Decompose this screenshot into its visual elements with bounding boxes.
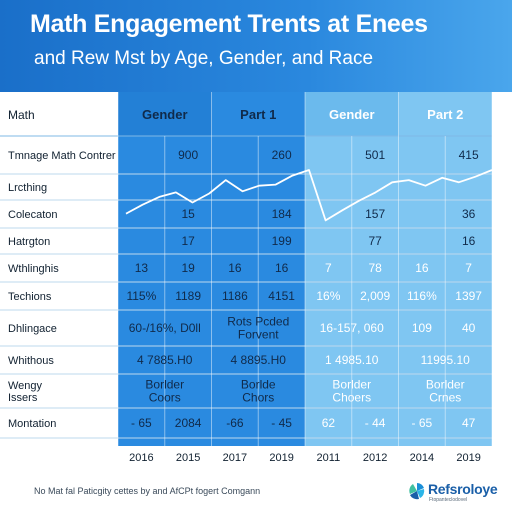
table-cell: 7 (325, 261, 332, 275)
table-cell: Rots Pcded Forvent (227, 315, 289, 342)
table-cell: Borlder Choers (332, 378, 371, 405)
table-cell: 109 (412, 321, 432, 335)
x-tick-label: 2015 (176, 452, 200, 464)
row-label: Hatrgton (8, 236, 50, 248)
table-cell: 13 (135, 261, 149, 275)
header-banner: Math Engagement Trents at Enees and Rew … (0, 0, 512, 92)
table-cell: 1 4985.10 (325, 353, 379, 367)
group-header: Gender (142, 107, 188, 122)
table-cell: 260 (272, 148, 292, 162)
row-label: Techions (8, 291, 52, 303)
table-cell: 15 (181, 207, 195, 221)
group-header: Gender (329, 107, 375, 122)
table-cell: 62 (322, 416, 336, 430)
group-header: Part 2 (427, 107, 463, 122)
table-cell: 78 (368, 261, 382, 275)
group-header: Part 1 (240, 107, 276, 122)
table-cell: 1189 (175, 289, 201, 303)
table-cell: Borlder Coors (145, 378, 184, 405)
table-cell: 16 (462, 234, 476, 248)
table-cell: 19 (181, 261, 195, 275)
row-label: Dhlingace (8, 323, 57, 335)
table-cell: - 65 (412, 416, 433, 430)
table-cell: 47 (462, 416, 476, 430)
logo-name: Refsroloye (428, 481, 498, 497)
header-cell-3 (305, 92, 399, 136)
row-label: Lrcthing (8, 182, 47, 194)
row-label: Colecaton (8, 209, 58, 221)
row-label: Tmnage Math Contrer (8, 150, 116, 162)
chart-title: Math Engagement Trents at Enees (30, 10, 428, 38)
table-cell: 16% (316, 289, 340, 303)
table-cell: 4151 (268, 289, 295, 303)
row-label: Wengy Issers (8, 380, 43, 404)
table-cell: - 44 (365, 416, 386, 430)
footer-note: No Mat fal Paticgity cettes by and AfCPt… (34, 486, 261, 496)
table-cell: 2084 (175, 416, 202, 430)
table-cell: 184 (272, 207, 292, 221)
table-cell: 16 (228, 261, 242, 275)
x-tick-label: 2019 (269, 452, 293, 464)
fan-logo-icon (409, 483, 425, 500)
table-cell: 17 (181, 234, 195, 248)
table-cell: 4 8895.H0 (231, 353, 287, 367)
table-cell: 2,009 (360, 289, 390, 303)
logo-tagline: Ftopanteclodovel (429, 497, 468, 503)
table-cell: 77 (368, 234, 382, 248)
table-cell: Borlde Chors (241, 378, 276, 405)
table-cell: 199 (272, 234, 292, 248)
table-cell: 16 (275, 261, 289, 275)
panel-part-1 (118, 92, 305, 446)
table-cell: 501 (365, 148, 385, 162)
x-tick-label: 2019 (456, 452, 480, 464)
table-cell: - 65 (131, 416, 152, 430)
table-cell: 116% (407, 289, 437, 303)
table-cell: -66 (226, 416, 244, 430)
row-label: Whithous (8, 355, 54, 367)
x-tick-label: 2011 (317, 452, 341, 464)
table-cell: 11995.10 (421, 353, 470, 367)
table-cell: 1186 (222, 289, 248, 303)
table-cell: 4 7885.H0 (137, 353, 193, 367)
trend-line (125, 169, 493, 222)
panel-part-2 (305, 92, 492, 446)
table-cell: 115% (126, 289, 156, 303)
x-tick-label: 2012 (363, 452, 387, 464)
table-cell: - 45 (271, 416, 292, 430)
corner-label: Math (8, 108, 35, 122)
table-cell: 60-/16%, D0ll (129, 321, 201, 335)
engagement-table-chart: Gender Part 1 Gender Part 2 Math Tmnage Math … (0, 92, 493, 464)
table-cell: 415 (459, 148, 479, 162)
table-cell: 1397 (455, 289, 482, 303)
chart-subtitle: and Rew Mst by Age, Gender, and Race (34, 48, 374, 69)
table-cell: 36 (462, 207, 476, 221)
header-cell-1 (118, 92, 212, 136)
table-cell: Borlder Crnes (426, 378, 465, 405)
x-tick-label: 2016 (129, 452, 153, 464)
table-cell: 157 (365, 207, 385, 221)
row-label: Montation (8, 418, 56, 430)
brand-logo: Refsroloye Ftopanteclodovel (408, 480, 508, 506)
table-cell: 7 (465, 261, 472, 275)
table-cell: 16 (415, 261, 429, 275)
x-tick-label: 2014 (410, 452, 434, 464)
table-cell: 900 (178, 148, 198, 162)
table-cell: 40 (462, 321, 476, 335)
x-tick-label: 2017 (223, 452, 247, 464)
row-label: Wthlinghis (8, 263, 59, 275)
table-cell: 16-157, 060 (320, 321, 384, 335)
